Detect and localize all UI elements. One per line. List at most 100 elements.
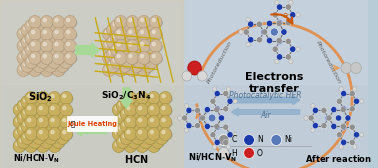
Circle shape (17, 136, 29, 149)
Circle shape (51, 22, 54, 26)
Ellipse shape (22, 110, 34, 120)
Circle shape (105, 67, 108, 70)
Circle shape (226, 87, 231, 91)
Circle shape (353, 132, 359, 138)
Circle shape (21, 95, 34, 109)
Circle shape (244, 148, 254, 158)
Circle shape (125, 58, 128, 62)
Circle shape (243, 29, 249, 35)
Ellipse shape (133, 122, 145, 132)
Circle shape (136, 140, 148, 153)
FancyBboxPatch shape (67, 116, 118, 132)
Circle shape (146, 134, 150, 138)
Circle shape (154, 114, 157, 118)
Circle shape (148, 22, 152, 26)
Circle shape (162, 118, 165, 122)
Ellipse shape (122, 110, 133, 120)
FancyArrow shape (121, 88, 132, 108)
Circle shape (138, 15, 150, 28)
Circle shape (33, 132, 45, 144)
Ellipse shape (118, 114, 129, 123)
Circle shape (321, 122, 327, 129)
Circle shape (39, 118, 42, 122)
Circle shape (112, 115, 125, 129)
Circle shape (25, 19, 37, 32)
Circle shape (20, 102, 23, 106)
Circle shape (60, 31, 73, 45)
Ellipse shape (30, 127, 42, 136)
Circle shape (55, 114, 58, 118)
Circle shape (359, 133, 364, 137)
Circle shape (136, 116, 148, 129)
Text: Air: Air (260, 112, 271, 120)
Circle shape (150, 106, 153, 110)
Ellipse shape (38, 131, 50, 140)
Ellipse shape (34, 98, 46, 108)
Ellipse shape (104, 67, 116, 76)
Ellipse shape (34, 62, 46, 72)
Circle shape (148, 46, 152, 50)
Ellipse shape (130, 114, 141, 123)
Circle shape (29, 99, 41, 112)
Circle shape (195, 107, 200, 113)
Circle shape (272, 12, 278, 18)
Circle shape (36, 134, 39, 138)
Circle shape (124, 128, 136, 141)
Ellipse shape (19, 54, 30, 64)
Ellipse shape (118, 102, 129, 112)
Circle shape (261, 29, 267, 35)
Circle shape (36, 98, 39, 102)
Ellipse shape (143, 62, 155, 72)
Circle shape (204, 107, 210, 113)
Circle shape (246, 42, 250, 47)
Circle shape (154, 102, 157, 106)
Ellipse shape (141, 127, 153, 136)
Circle shape (20, 54, 23, 58)
Circle shape (146, 19, 158, 32)
Circle shape (60, 19, 73, 32)
Circle shape (25, 103, 37, 116)
Circle shape (132, 108, 144, 120)
Circle shape (147, 128, 160, 140)
Ellipse shape (147, 58, 158, 68)
Ellipse shape (151, 30, 162, 39)
Ellipse shape (161, 94, 172, 103)
Circle shape (138, 52, 150, 65)
Circle shape (48, 140, 61, 153)
Ellipse shape (54, 138, 65, 148)
Ellipse shape (38, 106, 50, 116)
Circle shape (117, 43, 120, 46)
Circle shape (139, 106, 142, 110)
Ellipse shape (112, 47, 123, 56)
Circle shape (151, 99, 164, 112)
Circle shape (128, 136, 141, 149)
Circle shape (31, 138, 35, 142)
Ellipse shape (65, 30, 77, 39)
Circle shape (63, 22, 66, 26)
Ellipse shape (125, 106, 137, 116)
Ellipse shape (153, 127, 164, 136)
Circle shape (155, 108, 168, 120)
Circle shape (114, 39, 127, 53)
Circle shape (150, 131, 153, 134)
Circle shape (122, 31, 135, 45)
Ellipse shape (30, 43, 42, 52)
Circle shape (139, 130, 142, 134)
Circle shape (43, 127, 46, 130)
Ellipse shape (57, 110, 69, 120)
Ellipse shape (26, 142, 38, 152)
Circle shape (117, 30, 120, 34)
Ellipse shape (128, 43, 139, 52)
Ellipse shape (120, 38, 131, 48)
Circle shape (214, 91, 220, 97)
Circle shape (43, 102, 46, 106)
Circle shape (210, 98, 216, 104)
Ellipse shape (108, 26, 119, 35)
Circle shape (218, 148, 229, 158)
Circle shape (47, 122, 50, 126)
Circle shape (151, 112, 164, 124)
Ellipse shape (42, 43, 53, 52)
Circle shape (131, 127, 134, 130)
Circle shape (24, 134, 27, 138)
Ellipse shape (145, 122, 156, 132)
